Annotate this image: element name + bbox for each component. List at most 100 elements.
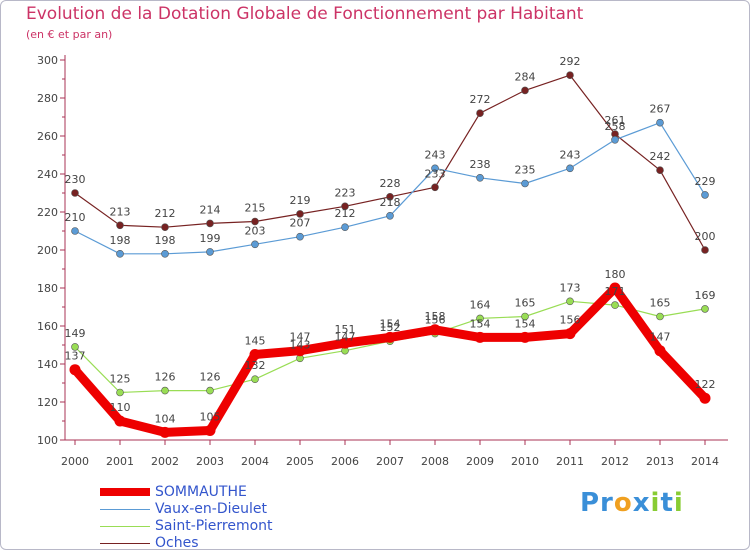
x-tick-label: 2008 <box>421 455 449 468</box>
data-label: 243 <box>560 148 581 161</box>
data-point <box>341 202 349 211</box>
data-point <box>474 331 486 343</box>
data-point <box>116 388 124 397</box>
legend-swatch-saint-pierremont <box>100 526 150 527</box>
data-label: 154 <box>515 317 536 330</box>
x-tick-label: 2004 <box>241 455 269 468</box>
data-point <box>476 314 484 323</box>
data-point <box>296 232 304 241</box>
data-label: 110 <box>110 401 131 414</box>
x-tick-label: 2010 <box>511 455 539 468</box>
data-label: 147 <box>335 331 356 344</box>
y-tick-label: 100 <box>37 434 58 447</box>
y-tick-label: 220 <box>37 206 58 219</box>
x-tick-label: 2006 <box>331 455 359 468</box>
data-point <box>339 337 351 349</box>
data-point <box>701 191 709 199</box>
y-tick-label: 260 <box>37 130 58 143</box>
legend-label-vaux-en-dieulet: Vaux-en-Dieulet <box>155 501 267 517</box>
data-point <box>294 345 306 357</box>
data-label: 125 <box>110 373 131 386</box>
data-point <box>386 212 394 220</box>
data-label: 207 <box>290 217 311 230</box>
legend-swatch-sommauthe <box>100 488 150 496</box>
data-label: 126 <box>155 371 176 384</box>
data-label: 122 <box>695 378 716 391</box>
data-label: 105 <box>200 411 221 424</box>
legend-label-sommauthe: SOMMAUTHE <box>155 484 247 500</box>
data-point <box>656 166 664 174</box>
data-label: 233 <box>425 167 446 180</box>
data-label: 156 <box>425 314 446 327</box>
chart-title: Evolution de la Dotation Globale de Fonc… <box>26 4 584 24</box>
data-label: 261 <box>605 114 626 127</box>
data-point <box>609 282 621 294</box>
data-point <box>116 250 124 258</box>
data-label: 230 <box>65 173 86 186</box>
y-tick-label: 300 <box>37 54 58 67</box>
data-label: 154 <box>380 317 401 330</box>
data-label: 238 <box>470 158 491 171</box>
data-point <box>611 301 619 309</box>
proxiti-logo: Proxiti <box>580 488 684 518</box>
x-tick-label: 2007 <box>376 455 404 468</box>
x-tick-label: 2011 <box>556 455 584 468</box>
data-label: 223 <box>335 186 356 199</box>
data-point <box>701 305 709 313</box>
data-label: 149 <box>65 327 86 340</box>
data-label: 165 <box>515 297 536 310</box>
x-tick-label: 2002 <box>151 455 179 468</box>
series-line-oches <box>74 74 706 251</box>
data-point <box>206 219 214 228</box>
data-point <box>161 223 169 231</box>
data-label: 145 <box>245 335 266 348</box>
data-label: 292 <box>560 55 581 68</box>
data-label: 242 <box>650 150 671 163</box>
x-tick-label: 2003 <box>196 455 224 468</box>
data-label: 218 <box>380 196 401 209</box>
data-point <box>71 189 79 197</box>
data-label: 215 <box>245 202 266 215</box>
data-point <box>701 246 709 254</box>
data-point <box>431 164 439 173</box>
data-point <box>206 386 214 395</box>
data-point <box>251 240 259 249</box>
data-point <box>521 312 529 321</box>
data-point <box>429 324 441 336</box>
data-point <box>519 331 531 343</box>
x-tick-label: 2005 <box>286 455 314 468</box>
data-label: 126 <box>200 371 221 384</box>
data-point <box>251 375 259 384</box>
data-point <box>566 164 574 173</box>
data-point <box>251 217 259 226</box>
data-label: 235 <box>515 164 536 177</box>
x-tick-label: 2013 <box>646 455 674 468</box>
data-point <box>71 227 79 235</box>
data-point <box>654 345 666 357</box>
data-point <box>521 179 529 188</box>
data-point <box>386 193 394 201</box>
data-point <box>656 118 664 127</box>
x-tick-label: 2009 <box>466 455 494 468</box>
legend-item-oches: Oches <box>100 535 350 552</box>
chart-subtitle: (en € et par an) <box>26 28 113 41</box>
y-tick-label: 140 <box>37 358 58 371</box>
data-point <box>161 386 169 395</box>
data-label: 210 <box>65 211 86 224</box>
data-point <box>161 250 169 258</box>
data-label: 147 <box>290 331 311 344</box>
data-point <box>656 312 664 321</box>
data-point <box>384 331 396 343</box>
y-tick-label: 180 <box>37 282 58 295</box>
data-label: 173 <box>560 281 581 294</box>
data-point <box>116 221 124 230</box>
data-label: 198 <box>110 234 131 247</box>
data-label: 267 <box>650 103 671 116</box>
data-label: 158 <box>425 310 446 323</box>
data-label: 272 <box>470 93 491 106</box>
data-label: 214 <box>200 203 221 216</box>
data-label: 143 <box>290 338 311 351</box>
data-label: 104 <box>155 412 176 425</box>
data-label: 132 <box>245 359 266 372</box>
